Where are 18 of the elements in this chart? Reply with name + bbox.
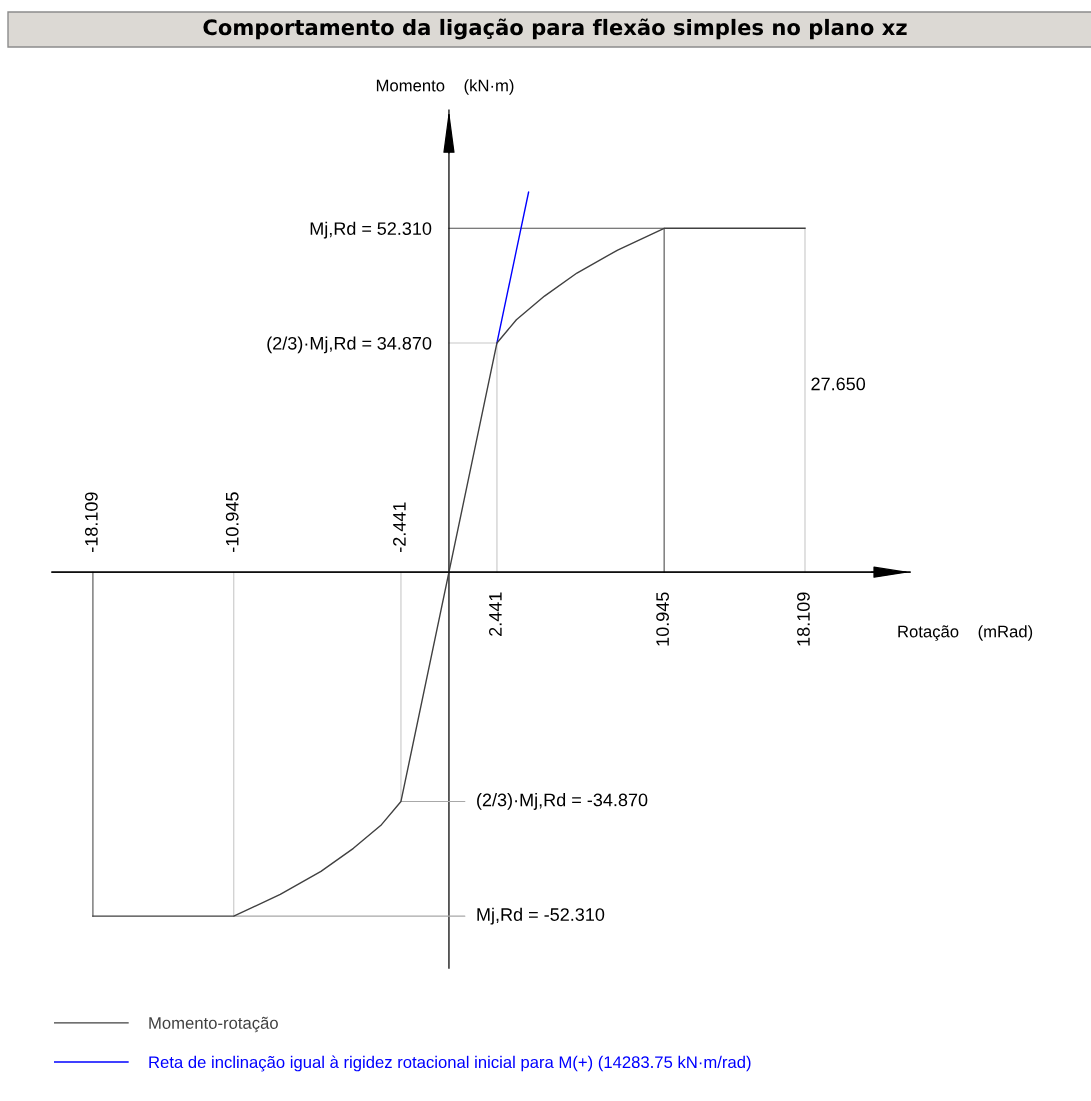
annotation: Mj,Rd = -52.310 — [477, 907, 605, 925]
y-tick-label: 52.310 — [377, 222, 432, 235]
x-axis-title: Rotação (mRad) — [898, 625, 1033, 641]
annotation: 27.650 — [811, 377, 866, 391]
x2-tick-label: -18.109 — [84, 492, 98, 552]
chart-title: Comportamento da ligação para flexão simples no plano xz — [203, 18, 907, 40]
x-tick-label: 10.945 — [656, 592, 669, 646]
legend-label: Reta de inclinação igual à rigidez rotacional inicial para M(+) (14283.75 kN·m/rad) — [149, 1055, 751, 1072]
x2-tick-label: -2.441 — [393, 502, 406, 552]
y-tick-label: 34.870 — [377, 336, 432, 350]
annotation: (2/3)·Mj,Rd = -34.870 — [477, 793, 648, 810]
x-tick-label: 18.109 — [797, 592, 810, 646]
y-axis-title: Momento (kN·m) — [376, 79, 514, 95]
annotation: (2/3)·Mj,Rd = — [267, 336, 372, 354]
legend-label: Momento-rotação — [149, 1016, 278, 1033]
annotation: Mj,Rd = — [310, 221, 372, 239]
x-tick-label: 2.441 — [489, 592, 502, 636]
x2-tick-label: -10.945 — [225, 492, 239, 552]
